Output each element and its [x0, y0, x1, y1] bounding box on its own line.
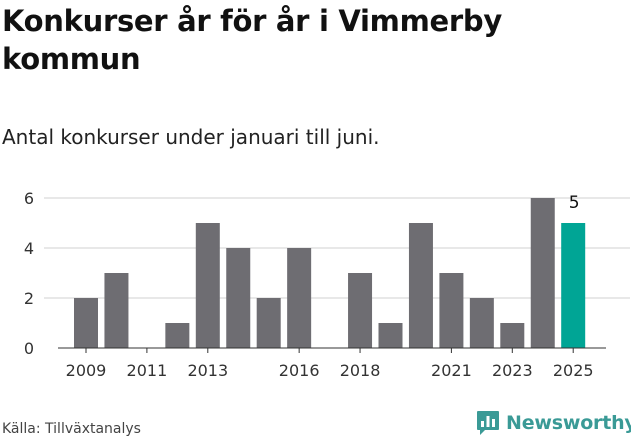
newsworthy-logo[interactable]: Newsworthy [476, 409, 631, 437]
bar-2013 [195, 223, 220, 348]
bar-chart: 0 2 4 6 2009 2011 2013 2016 2018 2021 2023 2025 5 [24, 189, 630, 380]
y-tick-label: 6 [24, 189, 34, 208]
chart-subtitle: Antal konkurser under januari till juni. [2, 125, 380, 149]
x-tick-label: 2013 [187, 361, 228, 380]
bar-2021 [439, 273, 464, 348]
brand-name: Newsworthy [506, 412, 631, 434]
x-axis-labels: 2009 2011 2013 2016 2018 2021 2023 2025 [58, 347, 606, 380]
x-tick-label: 2018 [340, 361, 381, 380]
x-tick-label: 2011 [127, 361, 168, 380]
data-label-2025: 5 [569, 193, 580, 213]
bar-2014 [226, 248, 251, 348]
bar-2012 [165, 323, 190, 348]
x-tick-label: 2016 [279, 361, 320, 380]
bar-2025 [561, 223, 586, 348]
bars [74, 198, 586, 348]
chart-title: Konkurser år för år i Vimmerby kommun [2, 4, 502, 76]
bar-2010 [104, 273, 129, 348]
x-tick-label: 2023 [492, 361, 533, 380]
x-tick-label: 2009 [66, 361, 107, 380]
bar-2019 [378, 323, 403, 348]
newsworthy-logo-icon [477, 411, 499, 435]
y-tick-label: 0 [24, 339, 34, 358]
bar-2009 [74, 298, 98, 348]
x-tick-label: 2021 [431, 361, 472, 380]
bar-2024 [530, 198, 555, 348]
bar-2016 [287, 248, 312, 348]
x-tick-label: 2025 [553, 361, 594, 380]
data-labels: 5 [569, 193, 580, 213]
y-axis-labels: 0 2 4 6 [24, 189, 34, 358]
y-tick-label: 2 [24, 289, 34, 308]
bar-2018 [348, 273, 373, 348]
bar-2015 [256, 298, 281, 348]
y-tick-label: 4 [24, 239, 34, 258]
bar-2020 [408, 223, 433, 348]
bar-2022 [469, 298, 494, 348]
source-note: Källa: Tillväxtanalys [2, 421, 141, 437]
bar-2023 [500, 323, 525, 348]
